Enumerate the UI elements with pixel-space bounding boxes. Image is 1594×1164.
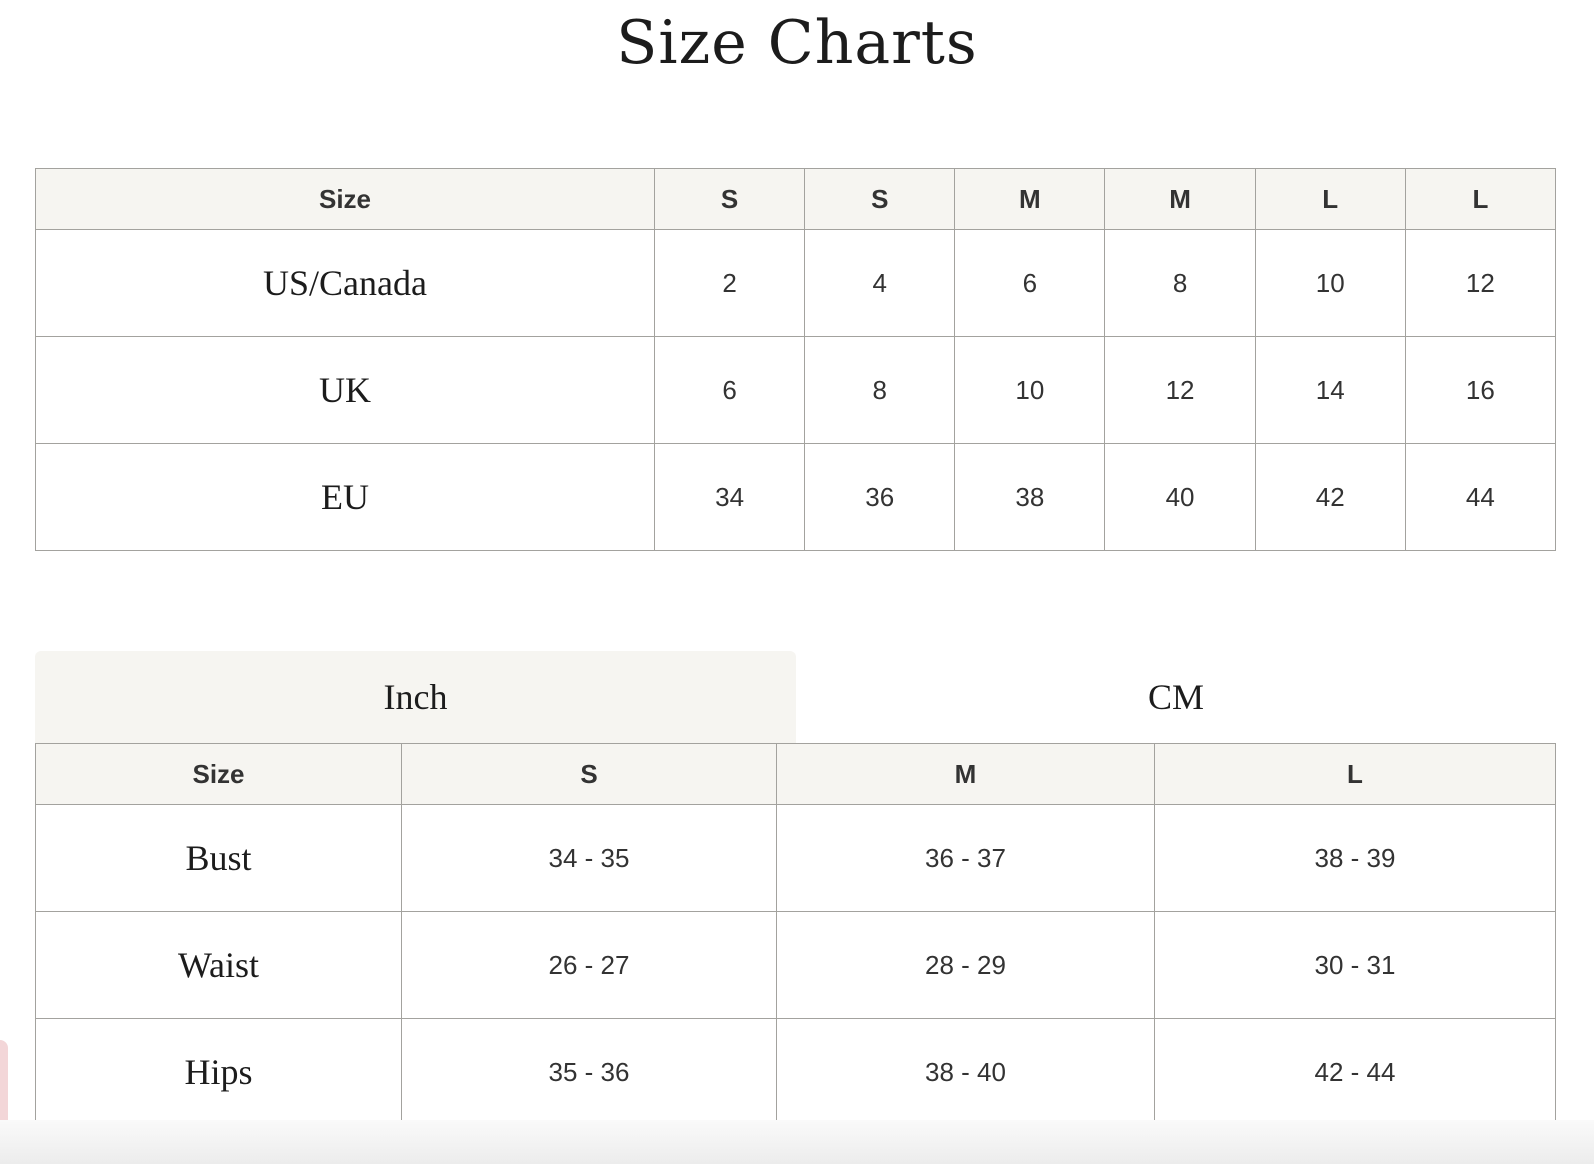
table-row: UK 6 8 10 12 14 16: [35, 336, 1557, 444]
tab-inch[interactable]: Inch: [35, 651, 796, 743]
column-header: S: [653, 168, 806, 230]
table-row: EU 34 36 38 40 42 44: [35, 443, 1557, 551]
table-cell: 34: [653, 443, 806, 551]
table-cell: 30 - 31: [1154, 911, 1556, 1019]
table-cell: 26 - 27: [401, 911, 777, 1019]
table-cell: 6: [954, 229, 1106, 337]
table-cell: 38 - 39: [1154, 804, 1556, 912]
table-cell: 28 - 29: [776, 911, 1155, 1019]
table-cell: 40: [1104, 443, 1256, 551]
table-cell: 34 - 35: [401, 804, 777, 912]
table-row: Waist 26 - 27 28 - 29 30 - 31: [35, 911, 1556, 1019]
floating-widget-button[interactable]: [0, 1040, 8, 1130]
table-cell: 36: [804, 443, 956, 551]
table-cell: 14: [1254, 336, 1406, 444]
table-cell: 6: [653, 336, 806, 444]
column-header: Size: [35, 168, 655, 230]
table-row: US/Canada 2 4 6 8 10 12: [35, 229, 1557, 337]
table-cell: 12: [1404, 229, 1557, 337]
table-row: Hips 35 - 36 38 - 40 42 - 44: [35, 1018, 1556, 1126]
bottom-bar: [0, 1120, 1594, 1164]
column-header: Size: [35, 743, 402, 805]
row-label: UK: [35, 336, 655, 444]
page-title: Size Charts: [616, 8, 978, 78]
table-header-row: Size S M L: [35, 743, 1556, 805]
column-header: M: [954, 168, 1106, 230]
column-header: M: [1104, 168, 1256, 230]
column-header: M: [776, 743, 1155, 805]
table-cell: 8: [804, 336, 956, 444]
table-cell: 16: [1404, 336, 1557, 444]
table-cell: 10: [954, 336, 1106, 444]
table-cell: 44: [1404, 443, 1557, 551]
table-cell: 42 - 44: [1154, 1018, 1556, 1126]
table-cell: 4: [804, 229, 956, 337]
column-header: S: [804, 168, 956, 230]
tab-cm[interactable]: CM: [1147, 677, 1205, 717]
size-conversion-table: Size S S M M L L US/Canada 2 4 6 8 10 12 UK 6 8 10 12 14 16…: [35, 168, 1557, 551]
table-cell: 38: [954, 443, 1106, 551]
row-label: EU: [35, 443, 655, 551]
table-header-row: Size S S M M L L: [35, 168, 1557, 230]
table-cell: 38 - 40: [776, 1018, 1155, 1126]
table-row: Bust 34 - 35 36 - 37 38 - 39: [35, 804, 1556, 912]
column-header: L: [1154, 743, 1556, 805]
column-header: L: [1254, 168, 1406, 230]
table-cell: 2: [653, 229, 806, 337]
table-cell: 36 - 37: [776, 804, 1155, 912]
table-cell: 35 - 36: [401, 1018, 777, 1126]
table-cell: 12: [1104, 336, 1256, 444]
row-label: Waist: [35, 911, 402, 1019]
column-header: S: [401, 743, 777, 805]
table-cell: 8: [1104, 229, 1256, 337]
measurement-table: Size S M L Bust 34 - 35 36 - 37 38 - 39 Waist 26…: [35, 743, 1556, 1126]
row-label: Bust: [35, 804, 402, 912]
table-cell: 10: [1254, 229, 1406, 337]
table-cell: 42: [1254, 443, 1406, 551]
row-label: US/Canada: [35, 229, 655, 337]
column-header: L: [1404, 168, 1557, 230]
row-label: Hips: [35, 1018, 402, 1126]
